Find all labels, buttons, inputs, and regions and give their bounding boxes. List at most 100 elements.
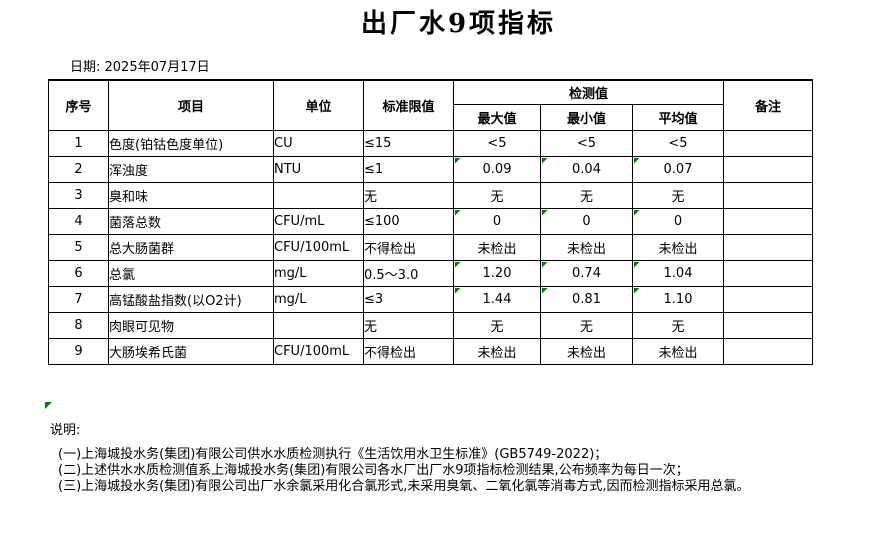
cell-min-value: <5	[576, 135, 597, 151]
cell-avg-value: 1.04	[663, 265, 693, 281]
indicators-table: 序号 项目 单位 标准限值 检测值 备注 最大值 最小值 平均值 1 色度(铂钴…	[48, 79, 813, 365]
cell-unit: mg/L	[273, 285, 364, 313]
cell-min: 0.04	[540, 155, 633, 183]
cell-max-value: 无	[490, 319, 504, 335]
cell-avg-value: <5	[668, 135, 688, 151]
cell-min-value: 未检出	[566, 345, 606, 361]
cell-limit: 0.5～3.0	[363, 259, 454, 287]
cell-avg: 未检出	[632, 233, 724, 261]
cell-item: 总大肠菌群	[108, 233, 274, 261]
cell-max: 0	[453, 207, 541, 235]
flag-triangle-icon	[542, 157, 548, 164]
cell-remark	[723, 233, 813, 261]
cell-min: <5	[540, 129, 633, 157]
cell-unit: NTU	[273, 155, 364, 183]
cell-limit: ≤3	[363, 285, 454, 313]
cell-min-value: 无	[579, 189, 593, 205]
cell-no: 7	[48, 285, 109, 313]
cell-max: <5	[453, 129, 541, 157]
cell-max-value: 1.20	[482, 265, 512, 281]
cell-no: 2	[48, 155, 109, 183]
cell-max-value: 未检出	[477, 345, 517, 361]
cell-min-value: 0.04	[572, 161, 601, 177]
report-date: 日期: 2025年07月17日	[70, 60, 210, 75]
cell-min: 0.81	[540, 285, 633, 313]
table-row: 8 肉眼可见物 无 无 无 无	[48, 311, 813, 339]
cell-max: 无	[453, 181, 541, 209]
cell-item: 菌落总数	[108, 207, 274, 235]
cell-limit: 无	[363, 181, 454, 209]
table-row: 9 大肠埃希氏菌 CFU/100mL 不得检出 未检出 未检出 未检出	[48, 337, 813, 365]
cell-max-value: 未检出	[477, 241, 517, 257]
cell-min: 无	[540, 181, 633, 209]
note-line: (二)上述供水水质检测值系上海城投水务(集团)有限公司各水厂出厂水9项指标检测结…	[58, 463, 689, 478]
col-header-detect: 检测值	[453, 79, 724, 105]
col-header-unit: 单位	[273, 79, 364, 131]
cell-max: 未检出	[453, 233, 541, 261]
cell-remark	[723, 337, 813, 365]
cell-avg: <5	[632, 129, 724, 157]
table-row: 7 高锰酸盐指数(以O2计) mg/L ≤3 1.44 0.81 1.10	[48, 285, 813, 313]
cell-max: 0.09	[453, 155, 541, 183]
cell-min-value: 0	[582, 213, 591, 229]
cell-max: 1.44	[453, 285, 541, 313]
flag-triangle-icon	[455, 209, 461, 216]
cell-no: 3	[48, 181, 109, 209]
cell-avg: 1.04	[632, 259, 724, 287]
cell-avg: 1.10	[632, 285, 724, 313]
cell-min: 未检出	[540, 233, 633, 261]
cell-item: 高锰酸盐指数(以O2计)	[108, 285, 274, 313]
cell-max: 无	[453, 311, 541, 339]
cell-max-value: <5	[487, 135, 507, 151]
cell-min: 0	[540, 207, 633, 235]
flag-triangle-icon	[542, 261, 548, 268]
table-row: 3 臭和味 无 无 无 无	[48, 181, 813, 209]
flag-triangle-icon	[45, 402, 52, 409]
cell-no: 9	[48, 337, 109, 365]
cell-item: 大肠埃希氏菌	[108, 337, 274, 365]
cell-limit: 不得检出	[363, 233, 454, 261]
flag-triangle-icon	[455, 157, 461, 164]
cell-avg-value: 无	[671, 189, 685, 205]
cell-limit: ≤15	[363, 129, 454, 157]
note-line: (一)上海城投水务(集团)有限公司供水水质检测执行《生活饮用水卫生标准》(GB5…	[58, 447, 608, 462]
cell-remark	[723, 311, 813, 339]
cell-max-value: 0	[492, 213, 502, 229]
cell-avg-value: 0	[673, 213, 683, 229]
cell-limit: ≤100	[363, 207, 454, 235]
col-header-limit: 标准限值	[363, 79, 454, 131]
flag-triangle-icon	[542, 287, 548, 294]
cell-min-value: 无	[579, 319, 593, 335]
cell-min: 未检出	[540, 337, 633, 365]
cell-avg: 未检出	[632, 337, 724, 365]
flag-triangle-icon	[634, 287, 640, 294]
cell-avg-value: 无	[671, 319, 685, 335]
cell-min: 0.74	[540, 259, 633, 287]
cell-no: 1	[48, 129, 109, 157]
cell-unit: CFU/100mL	[273, 233, 364, 261]
col-header-avg: 平均值	[632, 103, 724, 131]
cell-limit: ≤1	[363, 155, 454, 183]
cell-max: 1.20	[453, 259, 541, 287]
cell-min: 无	[540, 311, 633, 339]
cell-min-value: 0.74	[572, 265, 601, 281]
cell-unit: CU	[273, 129, 364, 157]
cell-remark	[723, 155, 813, 183]
cell-no: 8	[48, 311, 109, 339]
flag-triangle-icon	[634, 157, 640, 164]
cell-remark	[723, 285, 813, 313]
cell-item: 臭和味	[108, 181, 274, 209]
cell-unit	[273, 311, 364, 339]
table-row: 4 菌落总数 CFU/mL ≤100 0 0 0	[48, 207, 813, 235]
cell-remark	[723, 129, 813, 157]
col-header-no: 序号	[48, 79, 109, 131]
cell-avg: 无	[632, 181, 724, 209]
col-header-min: 最小值	[540, 103, 633, 131]
cell-remark	[723, 259, 813, 287]
cell-max-value: 1.44	[482, 291, 512, 307]
cell-unit: mg/L	[273, 259, 364, 287]
cell-avg: 0.07	[632, 155, 724, 183]
header-row-top: 序号 项目 单位 标准限值 检测值 备注	[48, 79, 813, 131]
cell-no: 4	[48, 207, 109, 235]
cell-avg-value: 未检出	[658, 345, 698, 361]
